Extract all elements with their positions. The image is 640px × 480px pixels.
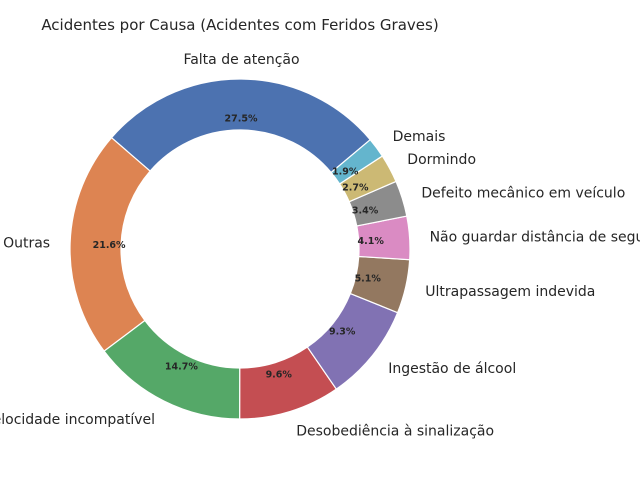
category-label-ingestao-de-alcool: Ingestão de álcool (388, 361, 516, 377)
pct-label-dormindo: 2.7% (342, 182, 369, 193)
category-label-desobediencia-a-sinalizacao: Desobediência à sinalização (296, 423, 494, 439)
category-label-nao-guardar-distancia-de-seguranca: Não guardar distância de segurança (430, 229, 640, 245)
category-label-outras: Outras (3, 235, 50, 251)
category-label-defeito-mecanico-em-veiculo: Defeito mecânico em veículo (421, 186, 625, 202)
slice-falta-de-atencao (110, 78, 372, 174)
category-label-ultrapassagem-indevida: Ultrapassagem indevida (425, 284, 595, 300)
pct-label-ingestao-de-alcool: 9.3% (329, 326, 356, 337)
pct-label-outras: 21.6% (93, 240, 126, 251)
pct-label-velocidade-incompativel: 14.7% (165, 362, 198, 373)
category-label-velocidade-incompativel: Velocidade incompatível (0, 412, 155, 428)
pct-label-ultrapassagem-indevida: 5.1% (355, 274, 382, 285)
chart-title: Acidentes por Causa (Acidentes com Ferid… (41, 16, 438, 34)
pct-label-nao-guardar-distancia-de-seguranca: 4.1% (358, 236, 385, 247)
pct-label-demais: 1.9% (332, 166, 359, 177)
category-label-demais: Demais (393, 129, 446, 145)
pct-label-desobediencia-a-sinalizacao: 9.6% (266, 370, 293, 381)
category-label-dormindo: Dormindo (407, 152, 476, 168)
donut-slices (69, 78, 411, 420)
category-labels: Falta de atenção Outras Velocidade incompa… (0, 52, 640, 439)
pct-label-defeito-mecanico-em-veiculo: 3.4% (352, 206, 379, 217)
slice-demais (330, 138, 384, 185)
pct-label-falta-de-atencao: 27.5% (225, 114, 258, 125)
category-label-falta-de-atencao: Falta de atenção (183, 52, 299, 68)
percentage-labels: 27.5% 21.6% 14.7% 9.6% 9.3% 5.1% 4.1% 3.4% 2.7% 1… (93, 114, 385, 381)
